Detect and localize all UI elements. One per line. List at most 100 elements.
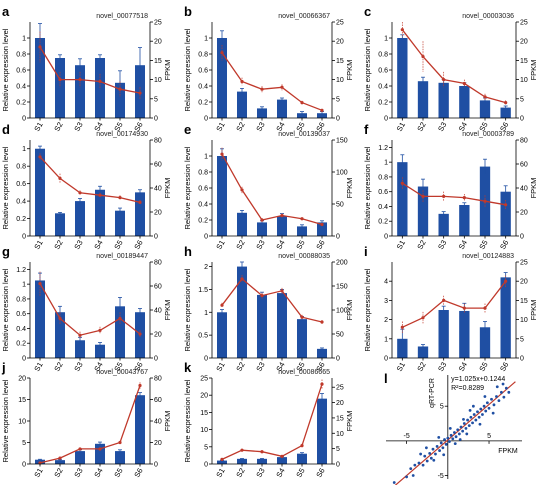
x-tick-label-S2: S2 <box>52 361 64 373</box>
x-tick-label-S1: S1 <box>32 239 44 251</box>
y2-tick-label: 0 <box>336 462 340 469</box>
x-tick-label-S5: S5 <box>294 361 306 373</box>
y2-tick-label: 60 <box>154 397 162 404</box>
panel-letter: l <box>384 371 388 386</box>
gene-label: novel_00066367 <box>278 13 330 20</box>
y2-tick-label: 100 <box>336 170 348 177</box>
y-tick-label: 25 <box>200 376 208 383</box>
bar-S4 <box>277 457 287 464</box>
panel-e: e novel_00139037 0 0.2 0.4 0.6 0.8 1 0 50 100 150 S1… <box>183 122 354 251</box>
y-tick-label: 0.4 <box>16 84 26 91</box>
scatter-point <box>490 397 493 401</box>
fpkm-point-S3 <box>260 218 264 222</box>
scatter-point <box>476 410 479 414</box>
gene-label: novel_00088035 <box>278 253 330 260</box>
fpkm-point-S2 <box>58 456 62 460</box>
scatter-point <box>449 433 453 437</box>
y2-tick-label: 20 <box>520 210 528 217</box>
x-tick-label-S3: S3 <box>254 467 266 479</box>
bar-S4 <box>95 189 105 236</box>
fpkm-point-S5 <box>118 87 122 91</box>
y2-tick-label: 5 <box>336 96 340 103</box>
y-tick-label: 0.6 <box>198 186 208 193</box>
scatter-point <box>491 411 495 415</box>
y-tick-label: 1 <box>384 36 388 43</box>
y-tick-label: 0 <box>22 234 26 241</box>
y2-tick-label: 50 <box>336 202 344 209</box>
scatter-point <box>441 446 445 450</box>
fpkm-point-S2 <box>240 277 244 281</box>
panel-l: l -5 5 -5 5 y=1.025x+0.1244 R²=0.8289 qRT-PCR FP… <box>384 371 522 485</box>
y-tick-label: 1.2 <box>16 267 26 274</box>
x-tick-label-S3: S3 <box>254 361 266 373</box>
x-tick-label-S5: S5 <box>112 121 124 133</box>
fpkm-point-S6 <box>138 91 142 95</box>
fpkm-line <box>221 277 323 323</box>
fpkm-point-S6 <box>320 382 324 386</box>
bar-S3 <box>257 458 267 464</box>
y2-tick-label: 80 <box>520 138 528 145</box>
y2-axis-label: FPKM <box>529 178 538 199</box>
x-tick-label-S2: S2 <box>234 121 246 133</box>
fpkm-point-S5 <box>300 101 304 105</box>
y-tick-label: 2 <box>384 317 388 324</box>
y-tick-label: 0 <box>384 234 388 241</box>
y-axis-label: Relative expression level <box>363 28 372 111</box>
panel-letter: j <box>1 360 6 375</box>
y2-tick-label: 15 <box>520 298 528 305</box>
y-axis-label: Relative expression level <box>1 146 10 229</box>
y-axis-label: Relative expression level <box>183 268 192 351</box>
fpkm-point-S3 <box>78 333 82 337</box>
y2-tick-label: 10 <box>154 77 162 84</box>
y2-tick-label: 20 <box>154 210 162 217</box>
fpkm-point-S4 <box>462 306 466 310</box>
bar-S2 <box>55 460 65 464</box>
bar-S2 <box>417 186 429 236</box>
y2-tick-label: 80 <box>154 138 162 145</box>
gene-label: novel_00003789 <box>462 131 514 138</box>
bar-S3 <box>438 310 449 358</box>
fpkm-point-S6 <box>320 222 324 227</box>
y-tick-label: 0 <box>204 234 208 241</box>
bar-S3 <box>75 65 85 118</box>
bar-S5 <box>479 100 491 118</box>
x-tick-label-S1: S1 <box>214 239 226 251</box>
scatter-point <box>474 418 478 422</box>
y-tick-label: 1 <box>384 336 388 343</box>
bar-S1 <box>35 148 45 236</box>
fpkm-point-S3 <box>260 294 264 298</box>
fpkm-point-S4 <box>280 289 284 293</box>
y2-tick-label: 10 <box>336 77 344 84</box>
bar-S6 <box>500 107 511 118</box>
y2-tick-label: 0 <box>336 234 340 241</box>
scatter-point <box>446 436 450 440</box>
bar-S1 <box>35 280 45 358</box>
scatter-point <box>432 458 436 462</box>
bar-S1 <box>217 156 227 236</box>
bar-S5 <box>115 451 125 464</box>
bar-S3 <box>75 201 85 236</box>
y2-tick-label: 25 <box>520 260 528 267</box>
y2-tick-label: 40 <box>154 419 162 426</box>
y-tick-label: 3 <box>384 298 388 305</box>
panel-letter: d <box>2 122 10 137</box>
fpkm-point-S3 <box>78 191 82 195</box>
y-tick-label: 0.8 <box>198 52 208 59</box>
scatter-point <box>504 386 508 390</box>
x-tick-label-S1: S1 <box>214 121 226 133</box>
scatter-point <box>485 401 489 405</box>
fpkm-point-S4 <box>462 81 466 86</box>
x-tick-label-S3: S3 <box>254 121 266 133</box>
fit-r-squared: R²=0.8289 <box>451 385 484 392</box>
scatter-point <box>458 438 462 441</box>
y2-tick-label: 10 <box>336 431 344 438</box>
gene-label: novel_00189447 <box>96 253 148 260</box>
x-axis-label: FPKM <box>498 448 518 455</box>
y2-tick-label: 25 <box>336 20 344 27</box>
scatter-point <box>462 417 465 421</box>
x-tick-label-S2: S2 <box>52 239 64 251</box>
y-tick-label: 0.6 <box>16 68 26 75</box>
fpkm-point-S3 <box>442 298 446 302</box>
x-tick-label-S6: S6 <box>132 239 144 251</box>
x-tick-label-S5: S5 <box>294 467 306 479</box>
